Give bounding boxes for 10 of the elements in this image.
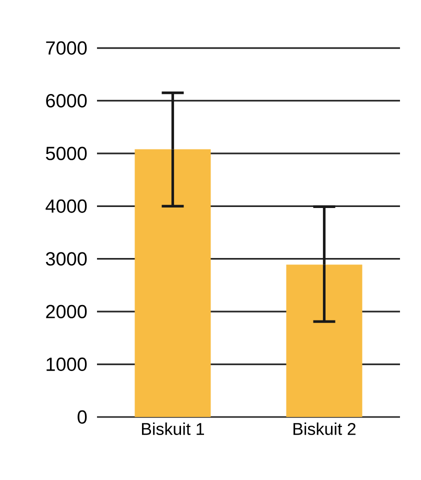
y-tick-label: 1000	[46, 358, 87, 372]
y-tick-label: 7000	[46, 41, 87, 55]
y-tick-label: 3000	[46, 252, 87, 266]
y-tick-label: 6000	[46, 94, 87, 108]
y-tick-label: 2000	[46, 304, 87, 318]
x-tick-label: Biskuit 2	[294, 422, 356, 436]
x-tick-label: Biskuit 1	[142, 422, 204, 436]
y-tick-label: 5000	[46, 146, 87, 160]
y-tick-label: 4000	[46, 199, 87, 213]
y-tick-label: 0	[78, 410, 87, 424]
